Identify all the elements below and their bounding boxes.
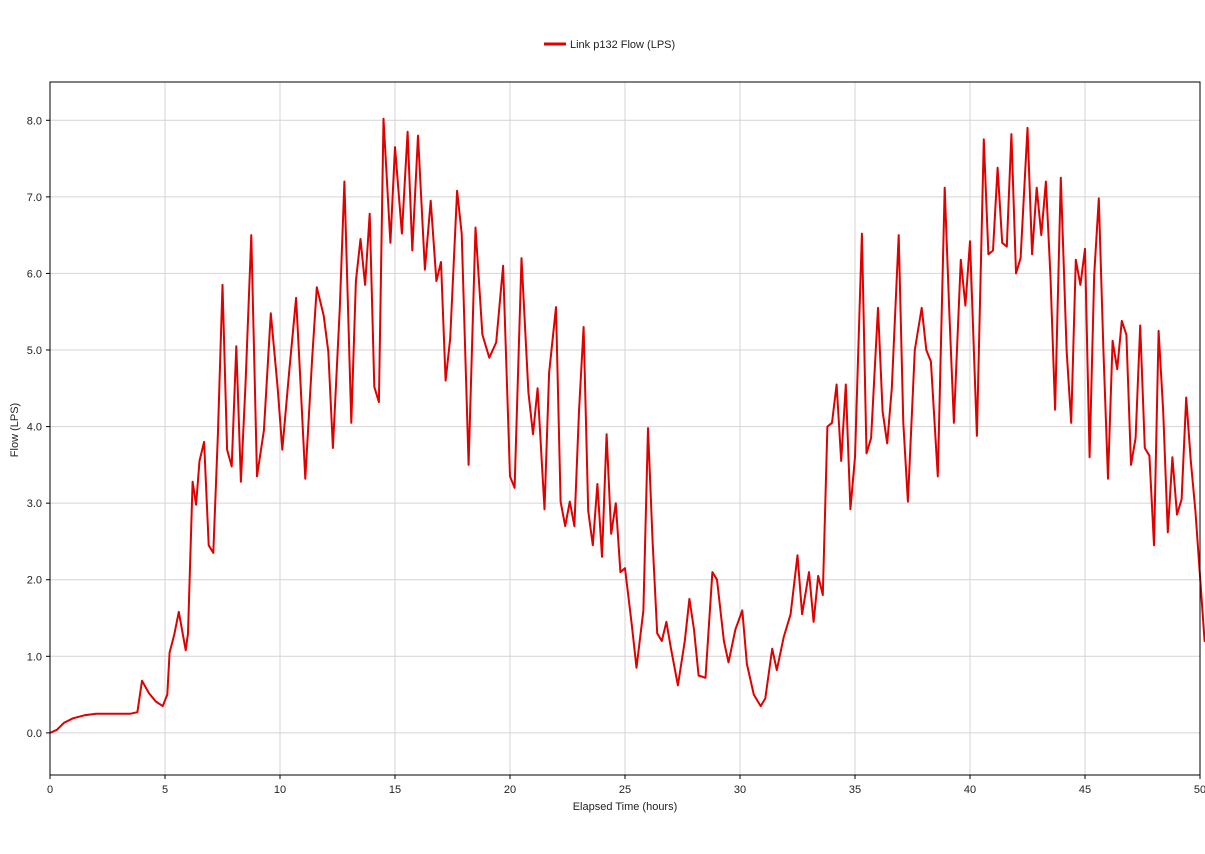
y-axis: 0.0 1.0 2.0 3.0 4.0 5.0 6.0 7.0 8.0: [27, 115, 50, 740]
x-tick-label: 30: [734, 784, 746, 796]
x-tick-label: 15: [389, 784, 401, 796]
y-tick-label: 3.0: [27, 498, 42, 510]
x-axis-title: Elapsed Time (hours): [573, 801, 678, 813]
legend-label: Link p132 Flow (LPS): [570, 39, 675, 51]
x-tick-label: 0: [47, 784, 53, 796]
y-axis-title: Flow (LPS): [9, 403, 21, 457]
x-axis: 0 5 10 15 20 25 30 35 40 45 50: [47, 775, 1205, 796]
x-tick-label: 50: [1194, 784, 1205, 796]
x-tick-label: 20: [504, 784, 516, 796]
legend[interactable]: Link p132 Flow (LPS): [544, 39, 675, 51]
y-tick-label: 2.0: [27, 575, 42, 587]
y-tick-label: 1.0: [27, 651, 42, 663]
y-tick-label: 4.0: [27, 422, 42, 434]
x-tick-label: 40: [964, 784, 976, 796]
y-tick-label: 5.0: [27, 345, 42, 357]
series-line[interactable]: [49, 117, 1205, 734]
x-tick-label: 25: [619, 784, 631, 796]
x-tick-label: 45: [1079, 784, 1091, 796]
y-tick-label: 0.0: [27, 728, 42, 740]
y-tick-label: 8.0: [27, 115, 42, 127]
series-layer: [49, 117, 1205, 734]
x-tick-label: 10: [274, 784, 286, 796]
x-tick-label: 35: [849, 784, 861, 796]
y-tick-label: 7.0: [27, 192, 42, 204]
y-tick-label: 6.0: [27, 268, 42, 280]
x-tick-label: 5: [162, 784, 168, 796]
